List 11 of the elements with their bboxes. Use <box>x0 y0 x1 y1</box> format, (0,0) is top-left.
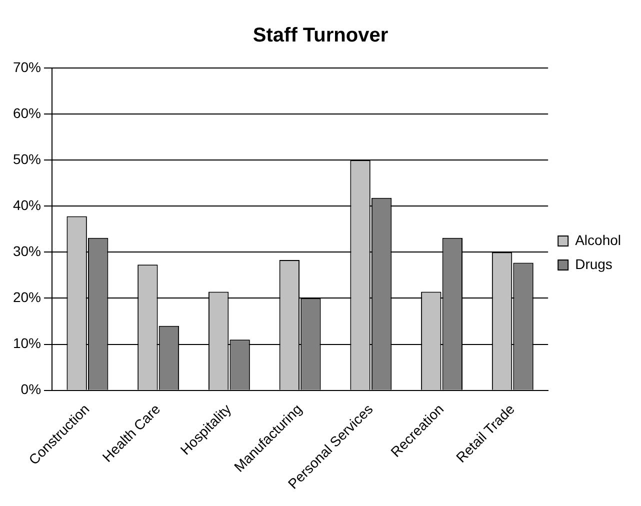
y-tick-label: 40% <box>12 197 42 214</box>
chart-title: Staff Turnover <box>252 24 388 47</box>
y-tick-label: 50% <box>12 150 42 167</box>
legend-label: Alcohol <box>575 232 622 248</box>
y-tick-label: 0% <box>20 381 42 398</box>
y-tick-label: 70% <box>12 58 42 75</box>
y-tick-label: 60% <box>12 104 42 121</box>
y-tick-label: 30% <box>12 243 42 260</box>
y-tick-label: 20% <box>12 289 42 306</box>
y-tick-label: 10% <box>12 335 42 352</box>
legend-label: Drugs <box>575 256 612 272</box>
